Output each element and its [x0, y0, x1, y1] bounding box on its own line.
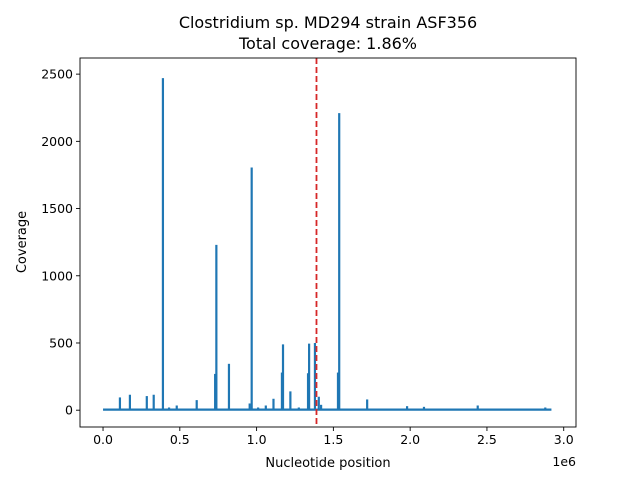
y-tick-label: 2500: [41, 67, 73, 82]
x-axis-ticks: 0.0 0.5 1.0 1.5 2.0 2.5 3.0: [93, 427, 574, 447]
x-tick-label: 1.0: [247, 432, 267, 447]
y-axis-ticks: 0 500 1000 1500 2000 2500: [41, 67, 80, 418]
chart-title: Clostridium sp. MD294 strain ASF356: [179, 13, 477, 32]
y-tick-label: 2000: [41, 134, 73, 149]
x-tick-label: 0.0: [93, 432, 113, 447]
y-tick-label: 1000: [41, 268, 73, 283]
chart-subtitle: Total coverage: 1.86%: [238, 34, 417, 53]
x-tick-label: 2.5: [477, 432, 497, 447]
plot-area: [103, 58, 552, 427]
y-axis-label: Coverage: [15, 211, 30, 273]
x-tick-label: 2.0: [400, 432, 420, 447]
x-tick-label: 3.0: [554, 432, 574, 447]
y-tick-label: 500: [49, 335, 73, 350]
x-axis-offset-label: 1e6: [552, 454, 576, 469]
y-tick-label: 0: [65, 403, 73, 418]
x-tick-label: 1.5: [323, 432, 343, 447]
x-axis-label: Nucleotide position: [265, 456, 390, 471]
x-tick-label: 0.5: [170, 432, 190, 447]
axes-frame: [79, 57, 577, 428]
y-tick-label: 1500: [41, 201, 73, 216]
